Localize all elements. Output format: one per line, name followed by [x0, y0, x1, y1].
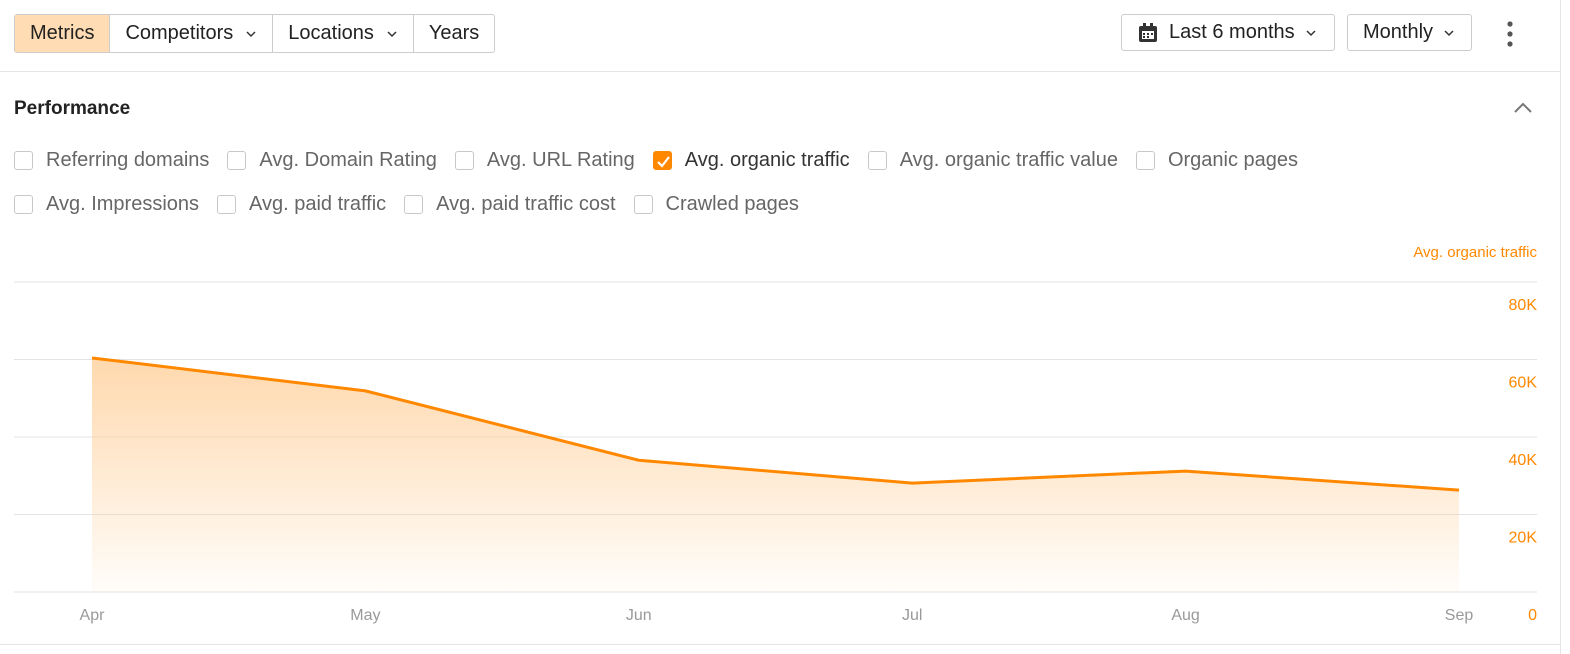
checkbox[interactable] — [217, 194, 237, 214]
collapse-button[interactable] — [1513, 101, 1533, 115]
interval: Monthly — [1363, 21, 1434, 43]
toolbar: Metrics Competitors Locations Years Last 6 … — [0, 0, 1560, 72]
metric-option[interactable]: Organic pages — [1135, 144, 1299, 176]
checkbox[interactable] — [1135, 150, 1155, 170]
metric-label: Referring domains — [46, 148, 210, 171]
x-tick-label: Jun — [626, 607, 652, 624]
checkbox[interactable] — [633, 194, 653, 214]
metric-option[interactable]: Avg. URL Rating — [454, 144, 635, 176]
tab[interactable]: Years — [412, 15, 494, 52]
checkbox[interactable] — [227, 150, 247, 170]
metric-label: Avg. URL Rating — [486, 148, 635, 171]
x-tick-label: Sep — [1445, 607, 1474, 624]
tab[interactable]: Metrics — [15, 15, 110, 52]
y-axis-title: Avg. organic traffic — [1413, 244, 1537, 261]
line — [91, 356, 1460, 492]
x-tick-label: Apr — [80, 607, 106, 624]
more-menu[interactable] — [1502, 20, 1518, 48]
metric-label: Avg. Impressions — [46, 192, 200, 215]
metric-label: Avg. organic traffic value — [899, 148, 1118, 171]
metric-label: Avg. Domain Rating — [259, 148, 437, 171]
x-tick-label: May — [350, 607, 380, 624]
checkbox[interactable] — [404, 194, 424, 214]
tab[interactable]: Locations — [272, 15, 413, 52]
metric-label: Avg. paid traffic — [249, 192, 387, 215]
metric-options: Referring domains Avg. Domain Rating Avg. … — [14, 144, 1374, 220]
metric-label: Avg. paid traffic cost — [436, 192, 616, 215]
checkbox[interactable] — [14, 150, 33, 170]
metric-option[interactable]: Avg. paid traffic — [217, 188, 386, 220]
metric-label: Organic pages — [1167, 148, 1299, 171]
tab-label: Locations — [288, 22, 374, 44]
divider — [0, 644, 1560, 645]
chevron — [1306, 29, 1316, 36]
date-range-button[interactable]: Last 6 months — [1121, 14, 1335, 51]
y-tick-label: 60K — [1509, 375, 1538, 392]
checkbox[interactable] — [867, 150, 887, 170]
interval-button[interactable]: Monthly — [1347, 14, 1472, 51]
tab-label: Years — [428, 22, 480, 44]
y-tick-label: 80K — [1509, 297, 1538, 314]
tab[interactable]: Competitors — [109, 15, 272, 52]
check-icon — [657, 155, 670, 168]
area-fill — [92, 357, 1459, 592]
tab-label: Competitors — [125, 22, 234, 44]
x-tick-label: Aug — [1171, 607, 1199, 624]
metric-option[interactable]: Referring domains — [14, 144, 209, 176]
y-tick-label: 0 — [1528, 607, 1537, 624]
y-tick-label: 20K — [1509, 530, 1538, 547]
metric-label: Crawled pages — [665, 192, 799, 215]
y-tick-label: 40K — [1509, 452, 1538, 469]
metric-option[interactable]: Avg. Impressions — [14, 188, 199, 220]
panel-title: Performance — [14, 98, 131, 119]
checkbox[interactable] — [14, 194, 33, 214]
checkbox[interactable] — [454, 150, 474, 170]
metric-option[interactable]: Avg. organic traffic — [652, 144, 850, 176]
metric-option[interactable]: Avg. paid traffic cost — [404, 188, 616, 220]
chevron — [246, 30, 256, 37]
date-range: Last 6 months — [1169, 21, 1295, 43]
calendar-icon — [1139, 22, 1157, 42]
checkbox[interactable] — [652, 150, 672, 170]
metric-option[interactable]: Avg. Domain Rating — [227, 144, 437, 176]
tab-label: Metrics — [30, 22, 95, 44]
chart: Avg. organic traffic 0 20K 40K 60K 80K Apr May… — [14, 244, 1538, 624]
metric-option[interactable]: Crawled pages — [633, 188, 799, 220]
tab-group: Metrics Competitors Locations Years — [14, 14, 496, 53]
chevron — [387, 30, 397, 37]
chevron — [1444, 29, 1454, 36]
x-tick-label: Jul — [902, 607, 922, 624]
metric-option[interactable]: Avg. organic traffic value — [867, 144, 1118, 176]
metric-label: Avg. organic traffic — [684, 148, 850, 171]
